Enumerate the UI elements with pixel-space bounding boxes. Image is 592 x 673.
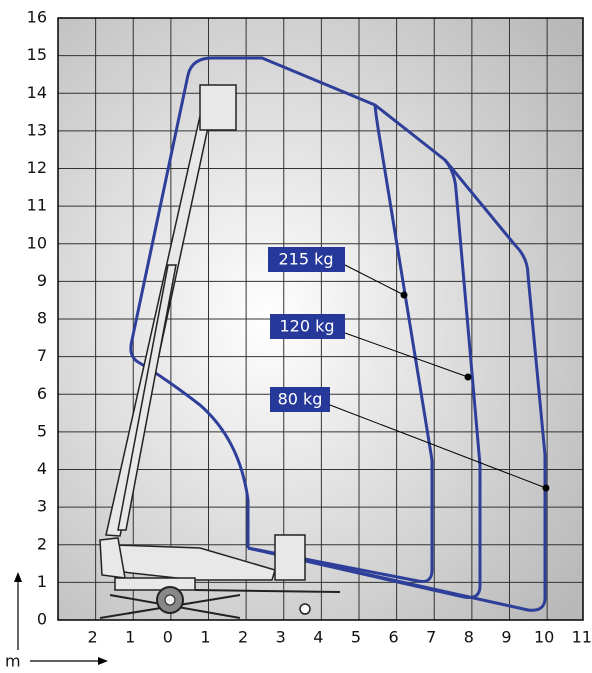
y-tick-label: 8 [37,309,47,328]
unit-label: m [5,652,21,671]
plot-frame [57,17,584,621]
x-tick-label: 7 [426,628,436,647]
leader-line [329,404,547,489]
y-tick-label: 11 [27,196,47,215]
x-tick-label: 2 [88,628,98,647]
x-tick-label: 11 [572,628,592,647]
load-label: 120 kg [279,317,334,336]
x-tick-label: 1 [200,628,210,647]
y-tick-label: 7 [37,346,47,365]
y-tick-label: 10 [27,233,47,252]
y-tick-label: 2 [37,534,47,553]
y-tick-label: 4 [37,459,47,478]
y-tick-label: 5 [37,421,47,440]
load-box [270,387,330,412]
x-tick-label: 10 [534,628,554,647]
x-tick-label: 4 [313,628,323,647]
envelope-80kg [129,56,547,612]
y-tick-label: 3 [37,497,47,516]
x-tick-label: 8 [464,628,474,647]
y-tick-label: 6 [37,384,47,403]
leader-dot [400,291,408,299]
y-tick-label: 1 [37,572,47,591]
y-tick-label: 15 [27,45,47,64]
y-tick-label: 0 [37,610,47,629]
x-tick-label: 3 [276,628,286,647]
x-tick-label: 1 [125,628,135,647]
leader-dot [464,373,472,381]
y-tick-label: 9 [37,271,47,290]
load-box [268,247,345,272]
y-tick-label: 12 [27,158,47,177]
load-box [270,314,345,339]
leader-line [344,264,405,296]
y-tick-label: 16 [27,8,47,27]
machine [99,84,341,619]
x-tick-label: 0 [163,628,173,647]
load-label: 80 kg [278,390,323,409]
x-tick-label: 6 [389,628,399,647]
y-tick-label: 14 [27,83,47,102]
x-tick-label: 5 [351,628,361,647]
x-tick-label: 9 [501,628,511,647]
y-tick-label: 13 [27,120,47,139]
leader-line [344,332,469,378]
x-tick-label: 2 [238,628,248,647]
load-label: 215 kg [278,250,333,269]
arrow-head [98,657,108,665]
envelope-120kg [247,159,482,599]
envelope-215kg [247,104,434,583]
leader-dot [542,484,550,492]
arrow-head [14,572,22,582]
